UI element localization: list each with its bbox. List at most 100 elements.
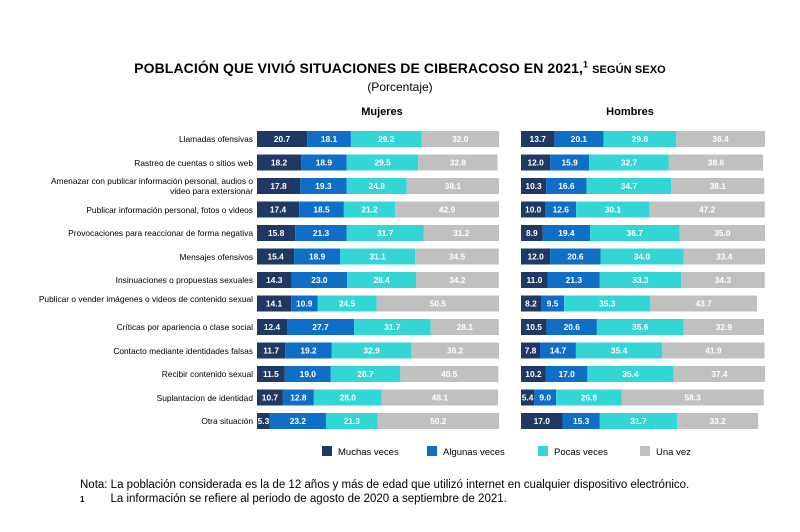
bar-segment	[423, 225, 499, 241]
data-label: 12.6	[553, 205, 570, 215]
data-label: 10.3	[525, 181, 542, 191]
bar-segment	[376, 295, 499, 312]
data-label: 34.2	[449, 275, 466, 285]
bar-segment	[377, 413, 499, 429]
bar-segment	[676, 131, 765, 147]
bar-segment	[301, 154, 347, 171]
data-label: 31.7	[377, 228, 394, 238]
data-label: 24.5	[339, 299, 356, 309]
data-label: 13.7	[530, 134, 547, 144]
category-label: Mensajes ofensivos	[179, 251, 253, 262]
footnote-marker: 1	[80, 495, 85, 504]
bar-segment	[677, 413, 759, 429]
data-label: 8.9	[526, 228, 538, 238]
bar-segment	[257, 178, 301, 194]
category-label: Publicar información personal, fotos o v…	[86, 204, 253, 215]
data-label: 19.3	[315, 181, 332, 191]
data-label: 21.3	[313, 228, 330, 238]
bar-segment	[430, 319, 499, 335]
data-label: 12.4	[264, 322, 281, 332]
category-label: Contacto mediante identidades falsas	[113, 345, 253, 356]
data-label: 28.0	[340, 393, 357, 403]
bar-segment	[679, 225, 765, 241]
data-label: 20.7	[274, 134, 291, 144]
data-label: 21.3	[344, 416, 361, 426]
bar-segment	[287, 319, 355, 335]
legend-swatch	[538, 446, 548, 456]
category-label: Rastreo de cuentas o sitios web	[134, 157, 253, 168]
data-label: 35.3	[599, 299, 616, 309]
bar-segment	[354, 319, 431, 335]
bar-segment	[411, 342, 499, 359]
bar-segment	[586, 178, 672, 194]
data-label: 35.6	[632, 322, 649, 332]
data-label: 18.9	[309, 252, 326, 262]
bar-segment	[418, 154, 498, 171]
data-label: 24.8	[369, 181, 386, 191]
bar-segment	[521, 154, 551, 171]
data-label: 31.7	[630, 416, 647, 426]
data-label: 19.4	[558, 228, 575, 238]
bar-segment	[650, 295, 757, 312]
bar-segment	[313, 389, 382, 406]
data-label: 8.2	[525, 299, 537, 309]
category-label: Otra situación	[201, 416, 253, 426]
panel-title-hombres: Hombres	[606, 106, 654, 118]
legend-swatch	[427, 446, 437, 456]
bar-segment	[381, 389, 499, 406]
bar-segment	[415, 272, 499, 288]
data-label: 12.0	[527, 252, 544, 262]
data-label: 9.5	[547, 299, 559, 309]
data-label: 29.8	[632, 134, 649, 144]
data-label: 41.9	[705, 346, 722, 356]
bar-segment	[562, 413, 600, 429]
footnote-text: La información se refiere al periodo de …	[110, 493, 507, 505]
bar-segment	[521, 319, 547, 335]
chart-title-suffix: SEGÚN SEXO	[592, 64, 666, 76]
bar-segment	[257, 319, 288, 335]
bar-segment	[421, 131, 499, 147]
bar-segment	[546, 319, 597, 335]
bar-segment	[556, 389, 622, 406]
bar-segment	[542, 225, 591, 241]
data-label: 15.8	[268, 228, 285, 238]
data-label: 42.9	[439, 205, 456, 215]
data-label: 20.1	[571, 134, 588, 144]
bar-segment	[415, 248, 499, 265]
bar-segment	[521, 342, 541, 359]
note-text: Nota: La población considerada es la de …	[80, 479, 690, 491]
bar-segment	[257, 131, 308, 147]
bar-segment	[257, 272, 292, 288]
bar-segment	[564, 295, 651, 312]
data-label: 29.2	[378, 134, 395, 144]
data-label: 34.0	[634, 252, 651, 262]
bar-segment	[257, 154, 302, 171]
data-label: 15.9	[562, 158, 579, 168]
chart-title: POBLACIÓN QUE VIVIÓ SITUACIONES DE CIBER…	[0, 60, 800, 76]
bar-segment	[294, 248, 341, 265]
data-label: 58.3	[684, 393, 701, 403]
bar-segment	[673, 366, 765, 382]
bar-segment	[545, 201, 577, 218]
data-label: 36.7	[627, 228, 644, 238]
data-label: 18.5	[313, 205, 330, 215]
bar-segment	[550, 248, 601, 265]
data-label: 34.7	[621, 181, 638, 191]
bar-segment	[257, 225, 296, 241]
data-label: 38.6	[708, 158, 725, 168]
data-label: 32.8	[450, 158, 467, 168]
bar-segment	[340, 248, 416, 265]
bar-segment	[330, 366, 401, 382]
bar-segment	[590, 225, 680, 241]
bar-segment	[534, 389, 557, 406]
bar-segment	[671, 178, 765, 194]
data-label: 10.0	[525, 205, 542, 215]
data-label: 21.2	[361, 205, 378, 215]
data-label: 32.7	[621, 158, 638, 168]
stacked-bar-chart: 20.7 18.1 29.2 32.0 18.2 18.9 29.5 32.8 17.8 19.3…	[257, 131, 765, 458]
bar-segment	[317, 295, 377, 312]
data-label: 31.7	[384, 322, 401, 332]
data-label: 12.8	[290, 393, 307, 403]
data-label: 18.2	[271, 158, 288, 168]
data-label: 17.4	[270, 205, 287, 215]
